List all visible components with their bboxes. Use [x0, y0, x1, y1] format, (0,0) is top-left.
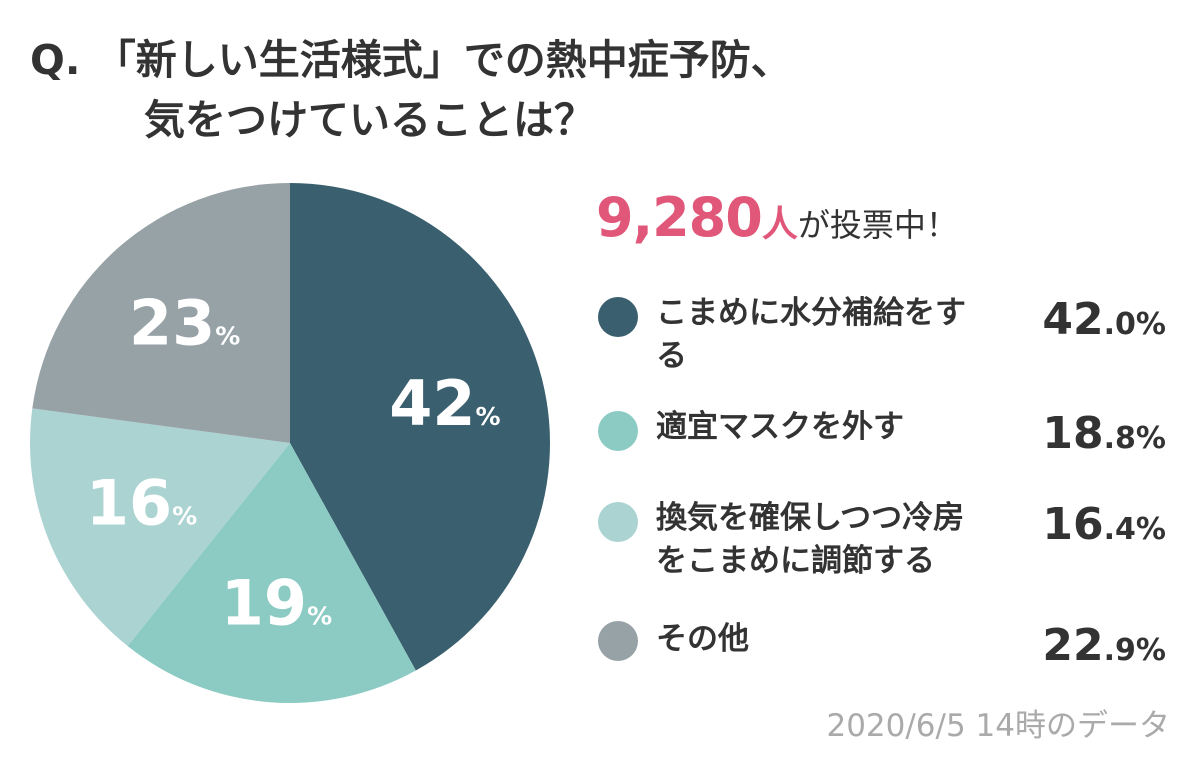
- vote-count-number: 9,280: [596, 186, 763, 249]
- legend-value-water-decimal: .0%: [1103, 307, 1166, 342]
- legend-dot-mask: [598, 411, 638, 451]
- legend-value-ventilation: 16.4%: [1042, 499, 1166, 550]
- vote-count-unit: 人: [761, 204, 798, 245]
- vote-count: 9,280人が投票中！: [596, 186, 958, 249]
- legend-value-mask-decimal: .8%: [1103, 421, 1166, 456]
- legend: こまめに水分補給をする 42.0% 適宜マスクを外す 18.8% 換気を確保しつ…: [598, 0, 1178, 770]
- legend-value-water: 42.0%: [1042, 294, 1166, 345]
- question-title-line-1: Q. 「新しい生活様式」での熱中症予防、: [30, 36, 792, 84]
- legend-value-mask: 18.8%: [1042, 408, 1166, 459]
- question-title-line-2: 気をつけていることは？: [144, 96, 595, 144]
- pie-slice-other: [32, 183, 291, 443]
- legend-label-mask: 適宜マスクを外す: [656, 409, 904, 445]
- legend-label-other: その他: [656, 621, 749, 657]
- legend-dot-other: [598, 621, 638, 661]
- legend-label-water: こまめに水分補給をする: [656, 295, 966, 374]
- legend-value-other-int: 22: [1042, 620, 1104, 671]
- legend-dot-water: [598, 297, 638, 337]
- legend-value-water-int: 42: [1042, 294, 1104, 345]
- pie-slice-water: [290, 183, 550, 671]
- legend-dot-ventilation: [598, 502, 638, 542]
- legend-value-mask-int: 18: [1042, 408, 1104, 459]
- pie-label-other: 23%: [129, 287, 240, 360]
- legend-label-ventilation: 換気を確保しつつ冷房をこまめに調節する: [656, 500, 965, 579]
- question-title: Q. 「新しい生活様式」での熱中症予防、 気をつけていることは？: [30, 30, 792, 150]
- legend-value-other: 22.9%: [1042, 620, 1166, 671]
- legend-value-ventilation-int: 16: [1042, 499, 1104, 550]
- legend-value-ventilation-decimal: .4%: [1103, 512, 1166, 547]
- pie-slice-ventilation: [29, 408, 290, 647]
- pie-label-mask: 19%: [221, 566, 332, 639]
- data-timestamp: 2020/6/5 14時のデータ: [826, 708, 1170, 744]
- pie-label-water: 42%: [389, 367, 500, 440]
- vote-count-suffix: が投票中！: [797, 206, 958, 244]
- legend-value-other-decimal: .9%: [1103, 633, 1166, 668]
- pie-label-ventilation: 16%: [86, 467, 197, 540]
- pie-slice-mask: [127, 443, 416, 703]
- pie-chart: 42% 19% 16% 23%: [29, 183, 550, 703]
